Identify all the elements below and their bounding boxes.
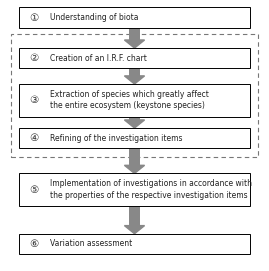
Text: Variation assessment: Variation assessment xyxy=(50,239,132,249)
Bar xyxy=(129,117,140,120)
Polygon shape xyxy=(124,165,145,173)
Text: ①: ① xyxy=(29,13,38,22)
Text: ③: ③ xyxy=(29,95,38,105)
Bar xyxy=(19,84,250,117)
Bar xyxy=(129,68,140,76)
Bar xyxy=(129,28,140,40)
Text: ④: ④ xyxy=(29,133,38,143)
Bar xyxy=(19,173,250,206)
Bar xyxy=(11,34,258,157)
Bar xyxy=(19,7,250,28)
Bar xyxy=(19,48,250,68)
Text: Implementation of investigations in accordance with
the properties of the respec: Implementation of investigations in acco… xyxy=(50,179,252,200)
Text: ②: ② xyxy=(29,53,38,63)
Text: Understanding of biota: Understanding of biota xyxy=(50,13,138,22)
Text: ⑤: ⑤ xyxy=(29,185,38,195)
Bar xyxy=(19,128,250,149)
Text: ⑥: ⑥ xyxy=(29,239,38,249)
Polygon shape xyxy=(124,40,145,48)
Text: Creation of an I.R.F. chart: Creation of an I.R.F. chart xyxy=(50,54,147,63)
Polygon shape xyxy=(124,225,145,234)
Bar xyxy=(19,234,250,254)
Polygon shape xyxy=(124,76,145,84)
Polygon shape xyxy=(124,120,145,128)
Text: Refining of the investigation items: Refining of the investigation items xyxy=(50,134,182,143)
Bar xyxy=(129,206,140,225)
Bar xyxy=(129,149,140,165)
Text: Extraction of species which greatly affect
the entire ecosystem (keystone specie: Extraction of species which greatly affe… xyxy=(50,90,209,111)
